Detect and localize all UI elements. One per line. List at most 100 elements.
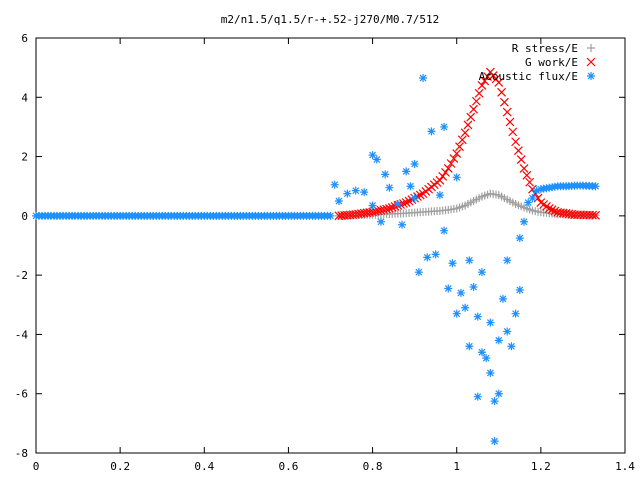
data-point	[452, 309, 461, 318]
data-point	[528, 194, 537, 203]
data-point	[525, 177, 535, 187]
chart-title: m2/n1.5/q1.5/r-+.52-j270/M0.7/512	[221, 13, 440, 26]
y-tick-label: -4	[15, 328, 29, 341]
data-point	[507, 342, 516, 351]
data-point	[588, 210, 597, 220]
data-point	[419, 74, 428, 83]
y-tick-label: -8	[15, 447, 28, 460]
data-point	[505, 117, 515, 127]
data-point	[465, 256, 474, 265]
legend-label: G work/E	[525, 56, 578, 69]
x-tick-label: 1	[453, 460, 460, 473]
data-point	[515, 234, 524, 243]
data-point	[402, 167, 411, 176]
data-point	[452, 149, 462, 159]
data-point	[522, 170, 532, 180]
data-point	[516, 155, 526, 164]
data-point	[455, 142, 464, 152]
series-r-stress-e	[334, 189, 600, 220]
data-point	[330, 180, 339, 189]
legend-label: R stress/E	[512, 42, 578, 55]
data-point	[460, 128, 470, 138]
data-point	[513, 146, 523, 156]
y-tick-label: -6	[15, 388, 28, 401]
data-point	[469, 104, 478, 114]
data-point	[503, 256, 512, 265]
data-point	[401, 198, 411, 207]
x-tick-label: 1.4	[615, 460, 635, 473]
data-point	[515, 285, 524, 294]
data-point	[384, 204, 394, 213]
data-point	[435, 191, 444, 200]
data-point	[503, 327, 512, 336]
legend-label: Acoustic flux/E	[479, 70, 578, 83]
data-point	[393, 200, 402, 208]
data-point	[414, 268, 423, 277]
data-point	[368, 151, 377, 160]
data-point	[490, 397, 499, 406]
data-point	[410, 159, 419, 168]
data-point	[456, 288, 465, 297]
data-point	[387, 203, 397, 212]
data-point	[544, 204, 554, 213]
data-point	[477, 348, 486, 357]
data-point	[351, 186, 360, 195]
data-point	[443, 164, 453, 173]
x-tick-label: 0.2	[110, 460, 130, 473]
data-point	[465, 342, 474, 351]
data-point	[410, 194, 419, 203]
data-point	[385, 183, 394, 192]
data-point	[591, 210, 600, 220]
data-point	[463, 120, 473, 130]
y-tick-label: -2	[15, 269, 28, 282]
data-point	[440, 122, 449, 131]
x-tick-label: 0.6	[278, 460, 298, 473]
legend-marker	[586, 57, 596, 67]
data-point	[457, 135, 467, 145]
data-point	[449, 154, 459, 163]
data-point	[474, 88, 484, 98]
legend-marker	[587, 72, 595, 80]
data-point	[480, 76, 490, 86]
data-point	[473, 312, 482, 321]
data-point	[381, 170, 390, 179]
data-point	[406, 182, 415, 191]
data-point	[343, 189, 352, 198]
data-point	[473, 392, 482, 401]
data-point	[511, 309, 520, 318]
x-tick-label: 0.8	[363, 460, 383, 473]
legend-marker	[587, 44, 595, 52]
data-point	[469, 283, 478, 291]
data-point	[376, 205, 386, 215]
data-point	[486, 368, 495, 377]
data-point	[502, 107, 512, 117]
data-point	[591, 182, 600, 191]
data-point	[477, 81, 487, 90]
data-point	[376, 217, 385, 226]
y-tick-label: 0	[21, 210, 28, 223]
data-point	[379, 205, 389, 215]
data-point	[334, 197, 343, 206]
data-point	[498, 294, 507, 303]
data-point	[494, 389, 503, 398]
data-point	[490, 437, 499, 446]
data-point	[550, 206, 560, 216]
data-point	[520, 217, 529, 226]
data-point	[532, 186, 541, 195]
series-g-work-e	[334, 67, 600, 221]
data-point	[461, 303, 470, 312]
data-point	[466, 112, 476, 122]
data-point	[368, 207, 377, 217]
data-point	[519, 164, 529, 173]
data-point	[372, 155, 381, 164]
data-point	[360, 188, 369, 197]
data-point	[423, 253, 432, 262]
data-point	[511, 137, 521, 147]
data-point	[431, 250, 440, 259]
data-point	[444, 284, 453, 293]
data-point	[497, 87, 507, 97]
data-point	[508, 127, 518, 137]
data-point	[471, 96, 481, 106]
data-point	[448, 259, 457, 268]
